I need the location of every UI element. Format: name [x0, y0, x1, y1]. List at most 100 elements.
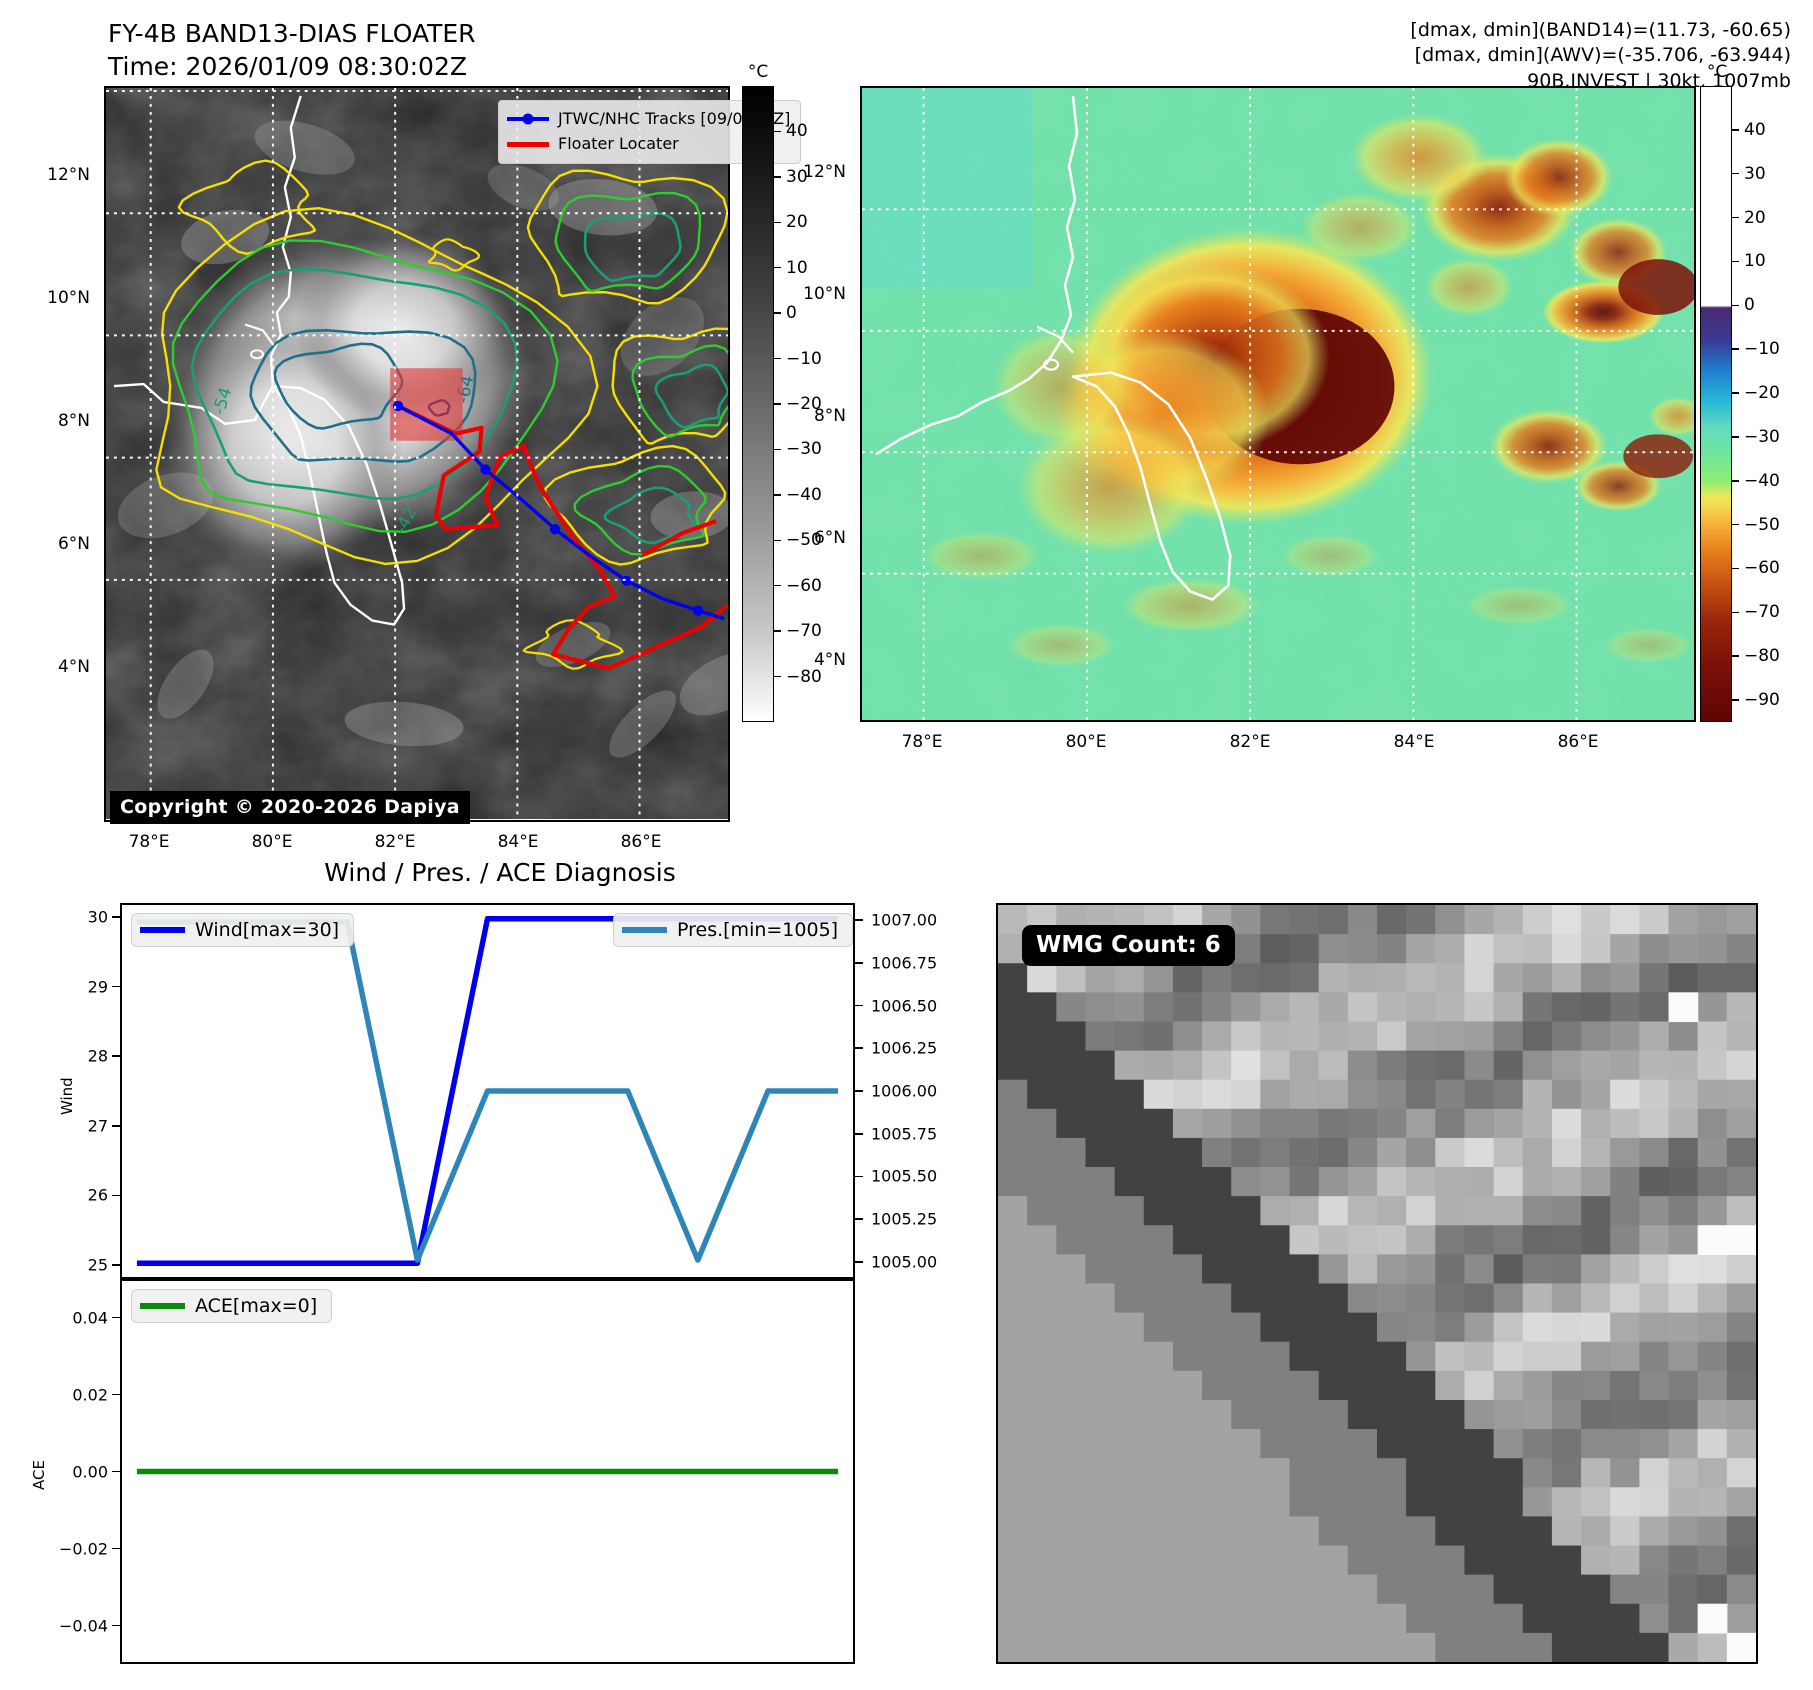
ir-colorbar-tickmark — [774, 266, 781, 269]
awv-colorbar-tick: 30 — [1744, 163, 1766, 184]
ace-axis-title: ACE — [30, 1460, 48, 1490]
awv-lat-label: 8°N — [813, 406, 846, 426]
ir-colorbar — [742, 86, 774, 722]
awv-lat-label: 6°N — [813, 528, 846, 548]
wind-axis-ticks: 25 26 27 28 29 30 — [64, 903, 120, 1279]
ace-tick-label: 0.02 — [72, 1385, 108, 1404]
ir-colorbar-tick: −30 — [786, 439, 822, 460]
ace-tick-label: 0.04 — [72, 1308, 108, 1327]
awv-colorbar-tickmark — [1732, 392, 1739, 394]
legend-row-floater: Floater Locater — [507, 132, 790, 157]
wind-tickmark — [112, 1055, 120, 1057]
ace-axis-ticks: 0.04 0.02 0.00 −0.02 −0.04 — [40, 1279, 120, 1664]
pressure-tickmark — [855, 919, 863, 921]
ir-colorbar-tick: −60 — [786, 575, 822, 596]
ir-colorbar-tick: −20 — [786, 394, 822, 414]
awv-colorbar-tickmark — [1732, 172, 1739, 175]
wind-tickmark — [112, 985, 120, 988]
ace-legend: ACE[max=0] — [131, 1289, 333, 1323]
ace-tickmark — [112, 1624, 120, 1627]
ir-title-line1: FY-4B BAND13-DIAS FLOATER — [108, 19, 476, 48]
awv-colorbar-tickmark — [1732, 436, 1739, 438]
copyright-notice: Copyright © 2020-2026 Dapiya — [110, 791, 470, 824]
awv-colorbar-tickmark — [1732, 480, 1739, 482]
ir-title-line2: Time: 2026/01/09 08:30:02Z — [108, 51, 467, 81]
pressure-tick-label: 1005.00 — [871, 1252, 938, 1272]
wind-line-icon — [140, 927, 185, 933]
awv-colorbar-tickmark — [1732, 699, 1739, 701]
awv-colorbar-tick: −10 — [1744, 339, 1780, 360]
ir-colorbar-tick: 40 — [786, 121, 808, 142]
awv-colorbar-tick: −80 — [1744, 646, 1780, 667]
pressure-axis-ticks: 1005.00 1005.25 1005.50 1005.75 1006.00 1006.… — [855, 903, 1005, 1279]
awv-lat-label: 10°N — [803, 284, 846, 304]
track-line-icon — [507, 117, 549, 122]
awv-colorbar-tick: −30 — [1744, 426, 1780, 447]
wind-tick-label: 27 — [87, 1116, 108, 1136]
awv-image — [862, 88, 1694, 720]
wind-pressure-plot[interactable] — [120, 903, 855, 1279]
wind-tickmark — [112, 916, 120, 918]
ace-tickmark — [112, 1470, 120, 1473]
ir-colorbar-tickmark — [774, 584, 781, 587]
ir-colorbar-tick: −40 — [786, 484, 822, 505]
awv-lat-tick-labels: 12°N 10°N 8°N 6°N 4°N — [788, 86, 854, 722]
ir-lat-label: 6°N — [57, 534, 90, 554]
ir-lon-label: 78°E — [128, 832, 170, 852]
pressure-tick-label: 1007.00 — [871, 910, 938, 930]
wind-tick-label: 25 — [87, 1255, 108, 1275]
ace-line — [136, 1468, 839, 1475]
ir-colorbar-tick: 30 — [786, 166, 808, 187]
ir-colorbar-tickmark — [774, 539, 781, 542]
pressure-tickmark — [855, 1004, 863, 1007]
awv-colorbar-tickmark — [1732, 611, 1739, 614]
wind-tick-label: 30 — [87, 907, 108, 927]
pressure-legend: Pres.[min=1005] — [613, 913, 854, 947]
ace-line-icon — [140, 1303, 185, 1309]
ir-lon-label: 82°E — [374, 832, 416, 852]
ir-colorbar-tick: 10 — [786, 257, 808, 278]
awv-lon-label: 86°E — [1557, 732, 1599, 752]
ir-satellite-map[interactable]: -54 -64 -42 — [104, 86, 730, 822]
awv-lon-label: 84°E — [1393, 732, 1435, 752]
wmg-panel[interactable] — [996, 903, 1758, 1664]
awv-colorbar-tickmark — [1732, 348, 1739, 350]
ir-panel-title: FY-4B BAND13-DIAS FLOATER Time: 2026/01/… — [108, 18, 476, 83]
pressure-line-icon — [622, 927, 667, 933]
pressure-tickmark — [855, 1132, 863, 1135]
legend-row-track: JTWC/NHC Tracks [09/0600Z] — [507, 107, 790, 132]
awv-panel-header: [dmax, dmin](BAND14)=(11.73, -60.65) [dm… — [1410, 18, 1791, 94]
ace-plot[interactable] — [120, 1279, 855, 1664]
awv-colorbar-tick: 10 — [1744, 251, 1766, 272]
awv-lon-label: 80°E — [1065, 732, 1107, 752]
ir-colorbar-tick: −80 — [786, 666, 822, 687]
ace-tick-label: 0.00 — [72, 1462, 108, 1481]
awv-colorbar-tick: 20 — [1744, 207, 1766, 228]
ir-colorbar-tick: −70 — [786, 621, 822, 642]
awv-lat-label: 4°N — [813, 650, 846, 670]
ace-legend-label: ACE[max=0] — [195, 1295, 318, 1317]
ace-tickmark — [112, 1316, 120, 1319]
awv-satellite-map[interactable] — [860, 86, 1696, 722]
ir-colorbar-tickmark — [774, 312, 781, 314]
pressure-tickmark — [855, 1090, 863, 1092]
awv-colorbar-ticks: 40 30 20 10 0 −10 −20 −30 −40 −50 −60 −70 −80 −90 — [1700, 86, 1810, 722]
ir-lon-label: 84°E — [497, 832, 539, 852]
wind-legend: Wind[max=30] — [131, 913, 355, 947]
legend-floater-label: Floater Locater — [558, 133, 679, 153]
wind-tickmark — [112, 1194, 120, 1197]
pressure-tick-label: 1006.50 — [871, 996, 938, 1016]
pressure-tickmark — [855, 1261, 863, 1263]
ir-colorbar-tickmark — [774, 403, 781, 405]
ir-colorbar-tick: −10 — [786, 348, 822, 369]
wind-tickmark — [112, 1264, 120, 1266]
ir-colorbar-tickmark — [774, 630, 781, 632]
ace-tick-label: −0.04 — [58, 1616, 108, 1635]
pressure-tickmark — [855, 1175, 863, 1178]
awv-colorbar-tick: −70 — [1744, 602, 1780, 623]
ir-colorbar-tickmark — [774, 221, 781, 224]
awv-colorbar-tick: −20 — [1744, 383, 1780, 404]
awv-colorbar-tickmark — [1732, 216, 1739, 219]
awv-colorbar-tick: −40 — [1744, 470, 1780, 491]
ir-lon-label: 86°E — [620, 832, 662, 852]
